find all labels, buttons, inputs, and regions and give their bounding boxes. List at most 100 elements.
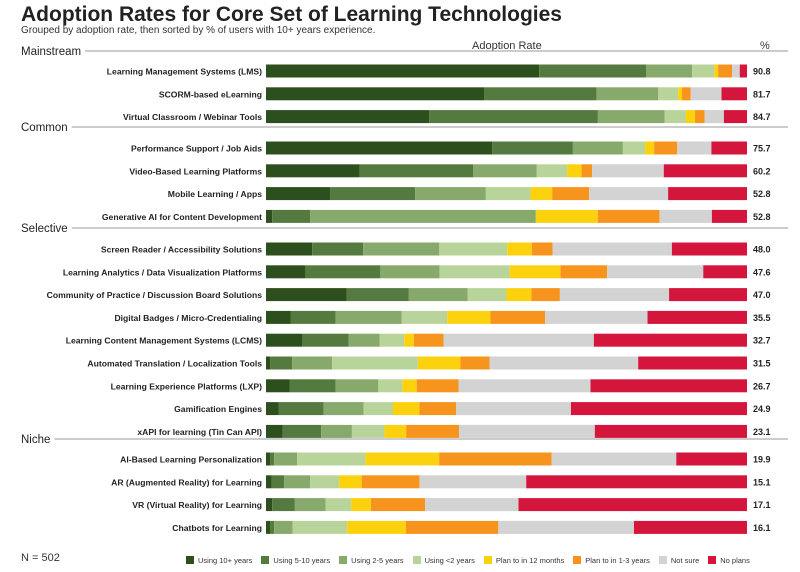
bar-segment [266,402,279,416]
adoption-value: 52.8 [753,212,771,222]
bar-segment [292,520,348,534]
bar-segment [266,333,302,347]
bar-segment [380,265,440,279]
bar-segment [597,110,665,124]
adoption-value: 81.7 [753,89,771,99]
bar-segment [638,356,747,370]
adoption-value: 75.7 [753,144,771,154]
bar-segment [690,87,722,101]
bar-segment [654,141,678,155]
bar-segment [289,379,336,393]
bar-segment [535,209,598,223]
legend-label: Not sure [670,555,700,565]
bar-label: Learning Management Systems (LMS) [107,67,262,77]
bar-segment [590,379,747,393]
bar-segment [378,379,403,393]
legend: Using 10+ years Using 5-10 years Using 2-5… [186,554,750,566]
bar-segment [678,87,683,101]
bar-segment [539,64,646,78]
bar-segment [545,310,648,324]
adoption-value: 19.9 [753,455,771,465]
bar-segment [676,452,747,466]
bar-segment [467,288,507,302]
bar-segment [592,164,664,178]
bar-segment [339,475,362,489]
adoption-value: 31.5 [753,359,771,369]
bar-segment [458,424,595,438]
legend-item: No plans [708,554,750,566]
legend-swatch [573,556,582,564]
legend-item: Not sure [658,554,700,566]
bar-segment [347,520,406,534]
bar-segment [346,288,409,302]
bar-segment [552,242,672,256]
bar-segment [266,87,485,101]
bar-segment [370,498,426,512]
bar-segment [408,288,468,302]
adoption-value: 17.1 [753,500,771,510]
bar-label: Learning Analytics / Data Visualization … [63,267,262,277]
bar-segment [271,475,285,489]
bar-segment [310,209,536,223]
bar-segment [447,310,491,324]
bar-segment [413,333,444,347]
legend-swatch [483,556,492,564]
bar-segment [460,356,490,370]
bar-segment [266,520,271,534]
group-label: Common [21,122,68,134]
bar-segment [302,333,349,347]
bar-segment [416,379,459,393]
bar-segment [310,475,340,489]
adoption-value: 47.0 [753,290,771,300]
bar-segment [607,265,704,279]
bar-segment [659,209,712,223]
adoption-value: 90.8 [753,67,771,77]
legend-label: Using 5-10 years [273,555,331,565]
adoption-value: 32.7 [753,336,771,346]
chart-subtitle: Grouped by adoption rate, then sorted by… [21,25,376,36]
bar-segment [536,164,568,178]
adoption-value: 24.9 [753,404,771,414]
bar-segment [419,402,456,416]
adoption-value: 23.1 [753,427,771,437]
bar-segment [401,310,448,324]
bar-segment [682,87,691,101]
adoption-value: 84.7 [753,112,771,122]
bar-segment [439,452,552,466]
bar-segment [677,141,712,155]
bar-segment [323,402,364,416]
adoption-value: 35.5 [753,313,771,323]
adoption-value: 16.1 [753,523,771,533]
legend-swatch [412,556,421,564]
bar-segment [560,265,608,279]
legend-swatch [186,556,194,564]
bar-segment [581,164,593,178]
bar-label: VR (Virtual Reality) for Learning [132,500,262,510]
bar-label: Learning Experience Platforms (LXP) [111,381,263,391]
bar-segment [703,265,747,279]
bar-segment [274,520,293,534]
bar-label: Mobile Learning / Apps [168,189,262,199]
bar-label: AI-Based Learning Personalization [120,455,262,465]
bar-segment [669,288,747,302]
bar-segment [714,64,719,78]
bar-label: Learning Content Management Systems (LCM… [66,336,262,346]
bar-segment [335,379,379,393]
bar-segment [419,475,527,489]
group-label: Selective [21,223,68,235]
legend-item: Using <2 years [412,554,475,566]
bar-segment [272,498,295,512]
bar-segment [278,402,324,416]
bar-segment [506,288,532,302]
bar-segment [567,164,582,178]
bar-segment [270,520,275,534]
bar-segment [498,520,634,534]
bar-segment [695,110,705,124]
bar-segment [404,333,414,347]
legend-swatch [708,556,717,564]
legend-item: Using 2-5 years [339,554,404,566]
percent-header: % [760,40,770,52]
bar-segment [593,333,747,347]
bar-segment [718,64,733,78]
bar-segment [429,110,598,124]
